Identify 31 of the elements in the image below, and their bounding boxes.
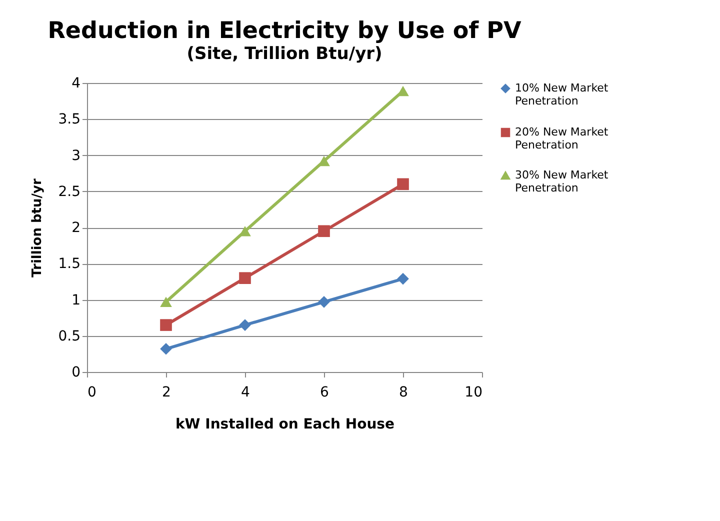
chart-subtitle: (Site, Trillion Btu/yr) [186, 44, 382, 64]
x-tick-label: 4 [241, 384, 250, 400]
point [160, 319, 172, 331]
x-tick-label: 10 [464, 384, 482, 400]
y-tick-label: 4 [72, 76, 81, 92]
y-tick-label: 2.5 [58, 184, 80, 200]
y-tick-label: 0.5 [58, 328, 80, 344]
y-tick-label: 1 [72, 292, 80, 308]
legend-label: 20% New Market Penetration [515, 126, 609, 152]
x-axis-title: kW Installed on Each House [175, 416, 395, 432]
x-tick-label: 2 [162, 384, 171, 400]
point [160, 342, 172, 355]
x-tick-label: 0 [88, 384, 96, 400]
point [160, 296, 172, 308]
y-tick-label: 3 [72, 148, 80, 164]
x-tick-label: 8 [399, 384, 408, 400]
y-tick-label: 3.5 [58, 112, 80, 128]
point [239, 319, 251, 331]
point [397, 272, 409, 285]
legend-label: 10% New Market Penetration [515, 82, 609, 108]
y-tick-label: 1.5 [58, 256, 80, 272]
y-axis-title: Trillion btu/yr [30, 178, 46, 278]
legend-label: 30% New Market Penetration [515, 168, 609, 194]
point [318, 225, 330, 238]
x-tick-label: 6 [320, 384, 330, 400]
y-tick-label: 2 [72, 220, 80, 236]
point [318, 296, 330, 308]
point [397, 178, 409, 190]
point [239, 272, 251, 284]
chart-title: Reduction in Electricity by Use of PV [48, 18, 522, 44]
y-tick-label: 0 [72, 364, 80, 380]
